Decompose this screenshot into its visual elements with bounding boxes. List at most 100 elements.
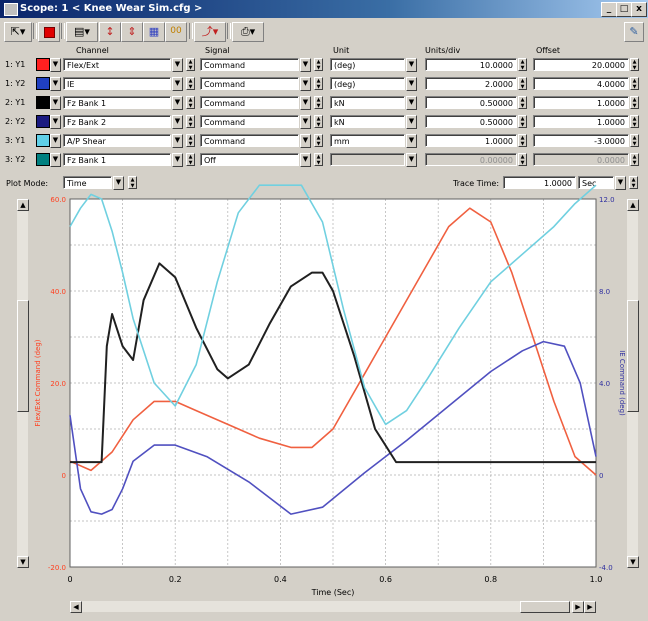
scroll-left-icon[interactable]: ◀ (70, 601, 82, 613)
chevron-down-icon[interactable]: ▼ (50, 153, 61, 167)
channel-spinner[interactable]: ▲ ▼ (186, 115, 195, 128)
chevron-down-icon[interactable]: ▼ (172, 153, 183, 167)
channel-select[interactable]: IE (63, 77, 171, 90)
unit-select[interactable]: mm (330, 134, 405, 147)
signal-spinner[interactable]: ▲ ▼ (314, 153, 323, 166)
chevron-down-icon[interactable]: ▼ (300, 115, 311, 129)
chevron-down-icon[interactable]: ▼ (300, 96, 311, 110)
offset-input[interactable]: 1.0000 (533, 96, 629, 109)
properties-icon[interactable]: ▤▾ (66, 22, 98, 42)
pointer-icon[interactable]: ⇱▾ (4, 22, 32, 42)
chevron-down-icon[interactable]: ▼ (50, 134, 61, 148)
chevron-down-icon[interactable]: ▼ (300, 58, 311, 72)
offset-spinner[interactable]: ▲ ▼ (630, 77, 639, 90)
record-icon[interactable] (38, 22, 60, 42)
right-scroll-thumb[interactable] (627, 300, 639, 412)
channel-spinner[interactable]: ▲ ▼ (186, 134, 195, 147)
trace-color-swatch[interactable] (36, 134, 50, 147)
horizontal-scroll-thumb[interactable] (520, 601, 570, 613)
offset-spinner[interactable]: ▲ ▼ (630, 96, 639, 109)
signal-select[interactable]: Command (200, 58, 299, 71)
digital-display-icon[interactable]: 00 (165, 22, 187, 42)
chevron-down-icon[interactable]: ▼ (615, 176, 626, 190)
chevron-down-icon[interactable]: ▼ (300, 153, 311, 167)
offset-spinner[interactable]: ▲ ▼ (630, 58, 639, 71)
trace-color-swatch[interactable] (36, 153, 50, 166)
chevron-down-icon[interactable]: ▼ (406, 153, 417, 167)
signal-select[interactable]: Command (200, 96, 299, 109)
units-per-div-spinner[interactable]: ▲ ▼ (518, 153, 527, 166)
signal-select[interactable]: Command (200, 77, 299, 90)
scale-all-icon[interactable]: ⇕ (121, 22, 143, 42)
chevron-down-icon[interactable]: ▼ (172, 96, 183, 110)
scale-icon[interactable]: ↕ (99, 22, 121, 42)
trace-color-swatch[interactable] (36, 96, 50, 109)
trace-time-input[interactable]: 1.0000 (503, 176, 576, 189)
chevron-down-icon[interactable]: ▼ (172, 134, 183, 148)
channel-select[interactable]: A/P Shear (63, 134, 171, 147)
trace-color-swatch[interactable] (36, 115, 50, 128)
signal-select[interactable]: Command (200, 134, 299, 147)
offset-spinner[interactable]: ▲ ▼ (630, 153, 639, 166)
scroll-down-icon[interactable]: ▼ (17, 556, 29, 568)
chevron-down-icon[interactable]: ▼ (172, 77, 183, 91)
signal-select[interactable]: Off (200, 153, 299, 166)
plot-mode-spinner[interactable]: ▲ ▼ (128, 176, 137, 189)
trace-icon[interactable]: ⤴▾ (194, 22, 226, 42)
maximize-button[interactable]: □ (616, 2, 632, 17)
unit-select[interactable]: kN (330, 115, 405, 128)
units-per-div-input[interactable]: 0.00000 (425, 153, 517, 166)
units-per-div-input[interactable]: 10.0000 (425, 58, 517, 71)
help-icon[interactable]: ✎ (624, 22, 644, 42)
units-per-div-input[interactable]: 0.50000 (425, 96, 517, 109)
channel-spinner[interactable]: ▲ ▼ (186, 153, 195, 166)
trace-color-swatch[interactable] (36, 77, 50, 90)
units-per-div-spinner[interactable]: ▲ ▼ (518, 134, 527, 147)
offset-input[interactable]: -3.0000 (533, 134, 629, 147)
units-per-div-spinner[interactable]: ▲ ▼ (518, 96, 527, 109)
signal-select[interactable]: Command (200, 115, 299, 128)
units-per-div-spinner[interactable]: ▲ ▼ (518, 58, 527, 71)
unit-select[interactable] (330, 153, 405, 166)
channel-spinner[interactable]: ▲ ▼ (186, 58, 195, 71)
units-per-div-spinner[interactable]: ▲ ▼ (518, 115, 527, 128)
units-per-div-spinner[interactable]: ▲ ▼ (518, 77, 527, 90)
offset-input[interactable]: 20.0000 (533, 58, 629, 71)
plot-mode-select[interactable]: Time (63, 176, 112, 189)
trace-color-swatch[interactable] (36, 58, 50, 71)
scroll-up-icon[interactable]: ▲ (17, 199, 29, 211)
channel-spinner[interactable]: ▲ ▼ (186, 77, 195, 90)
chevron-down-icon[interactable]: ▼ (50, 115, 61, 129)
print-icon[interactable]: ⎙▾ (232, 22, 264, 42)
chevron-down-icon[interactable]: ▼ (50, 96, 61, 110)
chevron-down-icon[interactable]: ▼ (50, 58, 61, 72)
units-per-div-input[interactable]: 0.50000 (425, 115, 517, 128)
offset-input[interactable]: 4.0000 (533, 77, 629, 90)
units-per-div-input[interactable]: 1.0000 (425, 134, 517, 147)
chevron-down-icon[interactable]: ▼ (172, 58, 183, 72)
channel-select[interactable]: Fz Bank 1 (63, 153, 171, 166)
chevron-down-icon[interactable]: ▼ (406, 58, 417, 72)
horizontal-scrollbar[interactable] (70, 601, 595, 612)
scroll-right-icon[interactable]: ▶ (572, 601, 584, 613)
unit-select[interactable]: kN (330, 96, 405, 109)
units-per-div-input[interactable]: 2.0000 (425, 77, 517, 90)
close-button[interactable]: x (631, 2, 647, 17)
channel-select[interactable]: Fz Bank 1 (63, 96, 171, 109)
chevron-down-icon[interactable]: ▼ (172, 115, 183, 129)
chevron-down-icon[interactable]: ▼ (113, 176, 124, 190)
channel-select[interactable]: Fz Bank 2 (63, 115, 171, 128)
offset-input[interactable]: 0.0000 (533, 153, 629, 166)
signal-spinner[interactable]: ▲ ▼ (314, 77, 323, 90)
scroll-down-icon[interactable]: ▼ (627, 556, 639, 568)
chevron-down-icon[interactable]: ▼ (406, 115, 417, 129)
scroll-up-icon[interactable]: ▲ (627, 199, 639, 211)
signal-spinner[interactable]: ▲ ▼ (314, 96, 323, 109)
scroll-end-icon[interactable]: ▶ (584, 601, 596, 613)
offset-spinner[interactable]: ▲ ▼ (630, 134, 639, 147)
trace-time-unit-select[interactable]: Sec (578, 176, 614, 189)
offset-spinner[interactable]: ▲ ▼ (630, 115, 639, 128)
trace-time-spinner[interactable]: ▲ ▼ (629, 176, 638, 189)
chevron-down-icon[interactable]: ▼ (300, 77, 311, 91)
unit-select[interactable]: (deg) (330, 58, 405, 71)
